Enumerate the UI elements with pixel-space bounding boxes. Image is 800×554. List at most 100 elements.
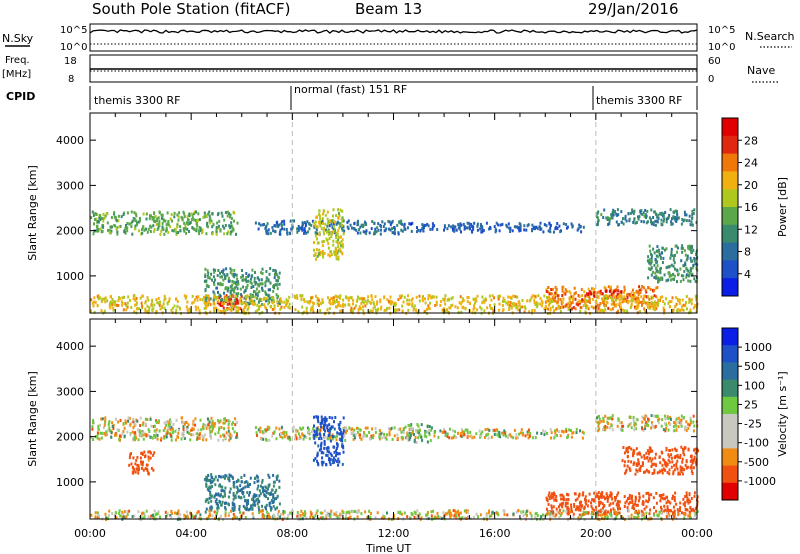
echo-cell	[409, 427, 412, 431]
echo-cell	[167, 222, 169, 226]
echo-cell	[454, 430, 457, 434]
echo-cell	[186, 425, 189, 429]
echo-cell	[343, 434, 346, 438]
echo-cell	[263, 516, 266, 519]
echo-cell	[650, 266, 653, 270]
echo-cell	[181, 431, 184, 435]
echo-cell	[615, 220, 618, 224]
echo-cell	[690, 470, 693, 474]
echo-cell	[326, 454, 329, 457]
echo-cell	[312, 310, 315, 314]
echo-cell	[625, 299, 628, 303]
echo-cell	[577, 227, 580, 231]
echo-cell	[362, 434, 365, 438]
echo-cell	[186, 221, 189, 225]
echo-cell	[517, 436, 519, 440]
echo-cell	[204, 298, 207, 302]
echo-cell	[446, 435, 449, 438]
echo-cell	[217, 226, 220, 230]
echo-cell	[546, 431, 548, 435]
echo-cell	[169, 217, 172, 221]
echo-cell	[300, 427, 303, 431]
echo-cell	[265, 495, 268, 499]
echo-cell	[368, 231, 371, 235]
echo-cell	[311, 308, 314, 312]
echo-cell	[103, 297, 106, 301]
echo-cell	[332, 243, 335, 247]
echo-cell	[337, 211, 340, 215]
echo-cell	[141, 306, 144, 310]
echo-cell	[658, 250, 661, 254]
echo-cell	[593, 491, 596, 495]
echo-cell	[554, 299, 557, 303]
echo-cell	[90, 513, 93, 517]
echo-cell	[91, 301, 94, 305]
echo-cell	[281, 220, 284, 224]
echo-cell	[389, 295, 392, 299]
echo-cell	[233, 290, 236, 294]
echo-cell	[342, 298, 345, 302]
echo-cell	[551, 296, 554, 300]
echo-cell	[251, 507, 254, 511]
echo-cell	[654, 219, 657, 223]
echo-cell	[259, 304, 262, 308]
echo-cell	[100, 309, 103, 313]
echo-cell	[194, 298, 196, 302]
echo-cell	[647, 259, 650, 263]
echo-cell	[135, 296, 138, 300]
echo-cell	[692, 429, 695, 433]
echo-cell	[606, 218, 609, 221]
echo-cell	[192, 433, 195, 437]
echo-cell	[163, 232, 166, 236]
echo-cell	[647, 470, 650, 474]
echo-cell	[431, 227, 434, 231]
echo-cell	[273, 224, 276, 228]
echo-cell	[577, 494, 580, 498]
echo-cell	[669, 509, 672, 512]
echo-cell	[566, 492, 568, 496]
echo-cell	[655, 509, 658, 513]
echo-cell	[568, 306, 571, 310]
echo-cell	[182, 427, 185, 431]
echo-cell	[270, 492, 273, 496]
echo-cell	[267, 228, 270, 232]
echo-cell	[472, 515, 475, 519]
echo-cell	[640, 209, 643, 213]
echo-cell	[682, 274, 685, 278]
echo-cell	[609, 491, 612, 495]
echo-cell	[165, 228, 168, 232]
echo-cell	[325, 446, 328, 450]
echo-cell	[625, 449, 628, 453]
echo-cell	[305, 231, 308, 235]
echo-cell	[295, 294, 298, 298]
echo-cell	[99, 423, 102, 427]
echo-cell	[312, 458, 315, 462]
echo-cell	[650, 208, 653, 212]
echo-cell	[577, 303, 580, 307]
echo-cell	[553, 309, 556, 313]
echo-cell	[233, 273, 236, 277]
echo-cell	[515, 436, 518, 440]
echo-cell	[237, 292, 240, 296]
echo-cell	[633, 218, 636, 222]
echo-cell	[181, 416, 184, 420]
echo-cell	[344, 438, 347, 442]
echo-cell	[370, 227, 373, 231]
echo-cell	[147, 309, 150, 312]
echo-cell	[675, 296, 678, 300]
echo-cell	[531, 294, 534, 298]
echo-cell	[601, 509, 604, 513]
echo-cell	[664, 463, 667, 467]
echo-cell	[632, 212, 635, 216]
echo-cell	[336, 232, 339, 236]
echo-cell	[673, 456, 676, 460]
echo-cell	[638, 496, 641, 500]
echo-cell	[660, 507, 663, 511]
echo-cell	[214, 278, 217, 282]
echo-cell	[662, 428, 665, 432]
echo-cell	[138, 467, 141, 471]
echo-cell	[677, 272, 680, 276]
echo-cell	[663, 217, 666, 221]
echo-cell	[108, 420, 111, 423]
